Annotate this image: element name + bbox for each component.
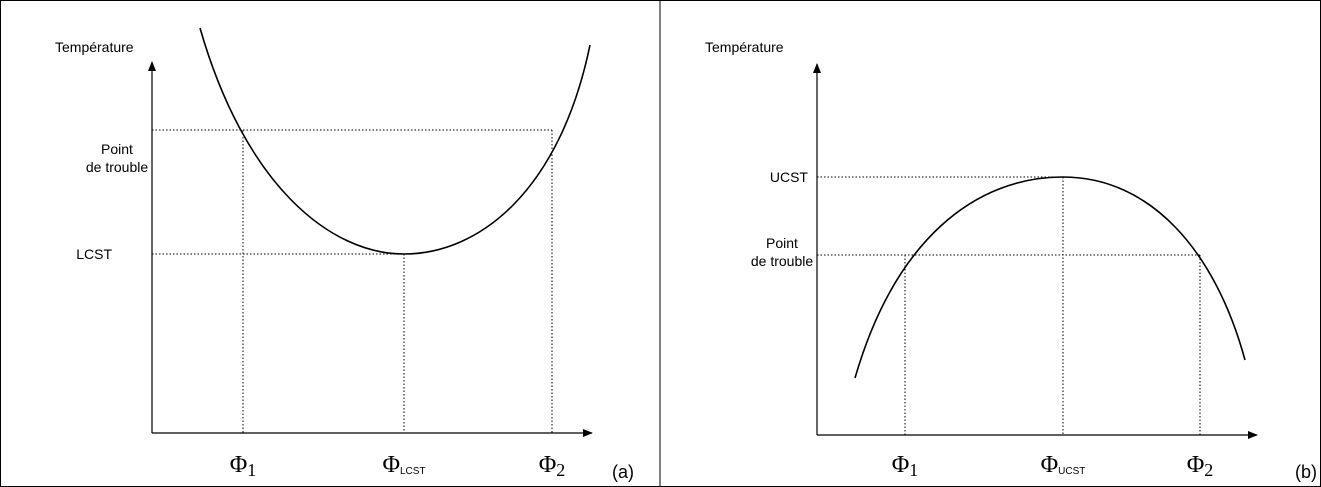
level-label: Point	[766, 235, 798, 251]
guide-lines	[152, 129, 553, 433]
level-label: de trouble	[751, 253, 813, 269]
x-label: ΦUCST	[1041, 452, 1086, 478]
panel-tag: (b)	[1295, 462, 1317, 482]
level-label: UCST	[770, 169, 809, 185]
x-label: Φ1	[230, 452, 257, 480]
level-label: Point	[101, 141, 133, 157]
panel-tag: (a)	[612, 462, 634, 482]
curve	[854, 176, 1246, 379]
x-label: Φ1	[892, 452, 919, 480]
x-label: Φ2	[1187, 452, 1214, 480]
x-label: ΦLCST	[382, 452, 425, 478]
curve	[199, 27, 591, 255]
panel-a: Température Point de trouble LCST Φ1 ΦLC…	[55, 27, 634, 482]
level-label: LCST	[76, 246, 112, 262]
y-axis-label: Température	[55, 39, 134, 55]
x-label: Φ2	[539, 452, 566, 480]
panel-b: Température UCST Point de trouble Φ1 ΦUC…	[705, 39, 1317, 482]
level-label: de trouble	[86, 159, 148, 175]
y-axis-label: Température	[705, 39, 784, 55]
guide-lines	[817, 176, 1201, 435]
